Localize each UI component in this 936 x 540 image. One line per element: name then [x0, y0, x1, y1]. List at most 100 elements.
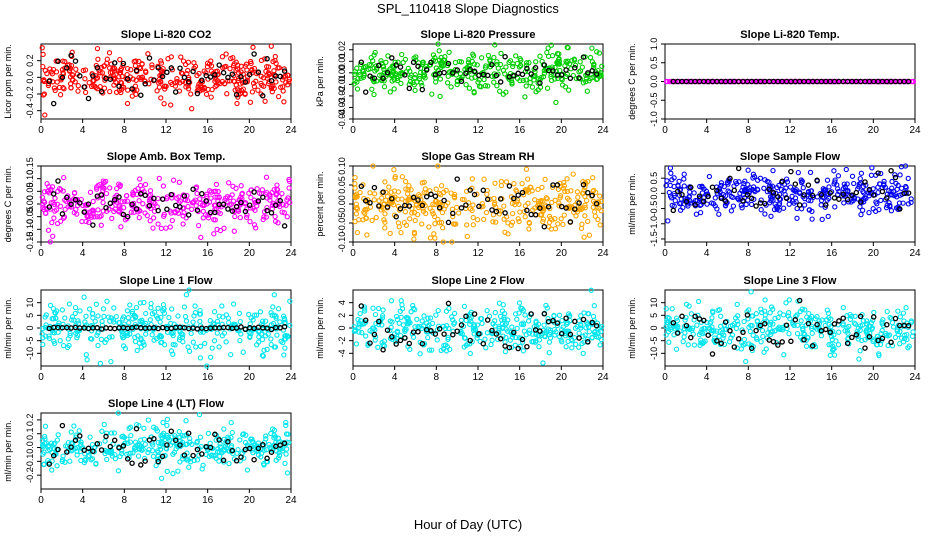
data-point: [892, 334, 899, 341]
data-point: [381, 338, 388, 344]
data-point: [125, 87, 131, 93]
data-point: [386, 184, 392, 190]
data-point: [910, 329, 916, 335]
data-point: [39, 331, 45, 337]
data-point: [549, 53, 556, 59]
data-point: [786, 201, 792, 207]
data-point: [876, 351, 882, 357]
data-point-black: [367, 340, 373, 346]
data-point: [221, 448, 227, 454]
data-point-black: [251, 189, 257, 195]
data-point: [806, 310, 812, 317]
data-point-black: [563, 67, 569, 73]
x-tick-label: 4: [704, 248, 710, 259]
data-point-black: [801, 337, 807, 343]
data-point: [538, 212, 545, 218]
data-point-black: [563, 315, 569, 321]
data-point: [474, 322, 481, 328]
data-point: [214, 330, 220, 336]
data-point: [248, 315, 254, 321]
data-point-black: [454, 67, 460, 73]
data-point: [163, 225, 169, 231]
data-point-black: [212, 209, 218, 216]
data-point: [197, 311, 203, 317]
data-point-black: [731, 187, 738, 194]
data-point: [742, 186, 748, 193]
data-point: [886, 78, 892, 85]
data-point-black: [103, 204, 109, 211]
data-point: [211, 231, 217, 237]
data-point-black: [384, 327, 391, 333]
data-point: [787, 316, 793, 322]
data-point: [402, 56, 409, 63]
data-point: [471, 90, 477, 96]
data-point-black: [233, 91, 240, 98]
data-point-black: [823, 326, 829, 333]
data-point: [866, 209, 872, 216]
data-point-black: [497, 335, 504, 342]
data-point: [403, 314, 410, 321]
data-point: [183, 292, 190, 298]
data-point: [552, 226, 559, 232]
data-point: [560, 221, 566, 228]
data-point: [572, 62, 579, 68]
data-point: [591, 303, 597, 309]
data-point: [700, 330, 706, 337]
data-point: [205, 86, 211, 93]
data-point: [509, 210, 516, 217]
data-point: [106, 65, 113, 71]
data-point: [831, 352, 838, 358]
data-point: [161, 310, 168, 316]
data-point-black: [572, 206, 578, 212]
data-point: [777, 326, 783, 332]
data-point-black: [670, 207, 677, 214]
data-point: [54, 463, 60, 469]
data-point: [188, 330, 194, 337]
data-point-black: [537, 80, 543, 86]
panel-title: Slope Li-820 Pressure: [421, 29, 536, 41]
data-point: [728, 208, 735, 214]
data-point: [421, 179, 427, 185]
data-point: [419, 325, 425, 332]
data-point: [94, 45, 101, 52]
data-point: [503, 179, 510, 185]
data-point: [259, 336, 266, 343]
data-point: [96, 441, 103, 447]
data-point: [869, 165, 875, 171]
data-point: [887, 314, 893, 321]
data-point: [840, 321, 846, 327]
data-point-black: [246, 71, 253, 78]
data-point: [216, 344, 222, 350]
data-point-black: [489, 327, 495, 334]
data-point: [367, 190, 373, 196]
data-point: [487, 196, 493, 202]
data-point: [94, 214, 100, 220]
data-point: [438, 347, 444, 354]
data-point-black: [367, 200, 373, 206]
x-tick-label: 8: [434, 372, 440, 383]
panel-title: Slope Sample Flow: [740, 151, 841, 163]
data-point: [264, 346, 270, 353]
data-point: [398, 314, 404, 320]
data-point: [55, 432, 61, 438]
data-point-black: [358, 183, 365, 190]
data-point: [370, 325, 376, 331]
data-point: [396, 320, 402, 326]
data-point: [714, 328, 720, 334]
data-point: [135, 186, 141, 192]
data-point: [462, 335, 468, 341]
data-point: [407, 319, 413, 326]
data-point: [582, 202, 588, 208]
data-point-black: [541, 223, 548, 230]
data-point: [371, 52, 377, 58]
data-point: [54, 437, 60, 443]
data-point: [858, 170, 865, 176]
data-point: [375, 305, 382, 312]
data-point: [147, 317, 153, 323]
data-point: [451, 321, 457, 327]
data-point-black: [537, 205, 543, 211]
data-point-black: [129, 201, 135, 207]
x-tick-label: 4: [704, 125, 710, 136]
data-point-black: [502, 210, 508, 216]
data-point: [592, 331, 598, 337]
